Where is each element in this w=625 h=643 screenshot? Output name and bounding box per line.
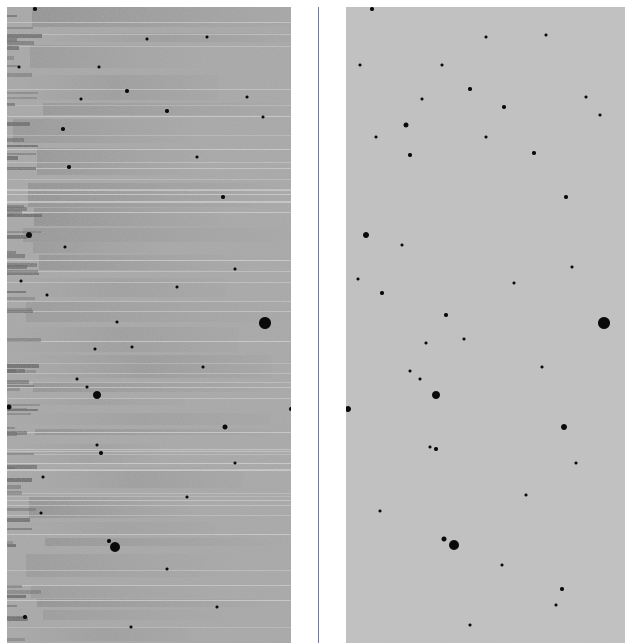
star [75, 377, 79, 381]
star [374, 135, 378, 139]
star [19, 279, 23, 283]
star [259, 317, 271, 329]
star [358, 63, 362, 67]
star [41, 475, 45, 479]
noise-grain [7, 7, 291, 643]
star [222, 424, 228, 430]
star [346, 406, 351, 412]
star [33, 7, 37, 11]
star [418, 377, 422, 381]
star [564, 195, 568, 199]
star [441, 536, 447, 542]
star [205, 35, 209, 39]
star [532, 151, 536, 155]
star [129, 625, 133, 629]
star [63, 245, 67, 249]
star [26, 232, 32, 238]
star [289, 407, 291, 411]
star [449, 540, 459, 550]
left-image-panel [7, 7, 291, 643]
star [245, 95, 249, 99]
star [544, 33, 548, 37]
star [39, 511, 43, 515]
star [261, 115, 265, 119]
star [233, 461, 237, 465]
star [107, 539, 111, 543]
panel-divider-line [318, 7, 319, 643]
star [370, 7, 374, 11]
star [115, 320, 119, 324]
star [400, 243, 404, 247]
star [145, 37, 149, 41]
corrected-star-field-image [346, 7, 625, 643]
star [195, 155, 199, 159]
star [502, 105, 506, 109]
star [93, 347, 97, 351]
star [185, 495, 189, 499]
star [420, 97, 424, 101]
star [125, 89, 129, 93]
star [67, 165, 71, 169]
star [598, 317, 610, 329]
star [468, 623, 472, 627]
star [561, 424, 567, 430]
star [93, 391, 101, 399]
star [233, 267, 237, 271]
star [95, 443, 99, 447]
star [424, 341, 428, 345]
star [110, 542, 120, 552]
star [584, 95, 588, 99]
star [540, 365, 544, 369]
star [524, 493, 528, 497]
noise-grain [346, 7, 625, 643]
star [221, 195, 225, 199]
star [79, 97, 83, 101]
star [215, 605, 219, 609]
raw-star-field-image [7, 7, 291, 643]
star [363, 232, 369, 238]
star [380, 291, 384, 295]
star [432, 391, 440, 399]
star [554, 603, 558, 607]
star [560, 587, 564, 591]
star [403, 122, 409, 128]
star [408, 153, 412, 157]
star [570, 265, 574, 269]
star [201, 365, 205, 369]
star [7, 404, 12, 410]
star [45, 293, 49, 297]
star [97, 65, 101, 69]
star [500, 563, 504, 567]
star [440, 63, 444, 67]
star [165, 109, 169, 113]
right-image-panel [346, 7, 625, 643]
star [130, 345, 134, 349]
stars [7, 7, 291, 629]
star [598, 113, 602, 117]
star [434, 447, 438, 451]
star [165, 567, 169, 571]
star [85, 385, 89, 389]
stars [346, 7, 610, 627]
star [574, 461, 578, 465]
star [512, 281, 516, 285]
star [23, 615, 27, 619]
star [175, 285, 179, 289]
star [484, 35, 488, 39]
star [17, 65, 21, 69]
star [468, 87, 472, 91]
star [462, 337, 466, 341]
star [99, 451, 103, 455]
star [428, 445, 432, 449]
star [356, 277, 360, 281]
star [408, 369, 412, 373]
star [484, 135, 488, 139]
star [378, 509, 382, 513]
star [444, 313, 448, 317]
star [61, 127, 65, 131]
